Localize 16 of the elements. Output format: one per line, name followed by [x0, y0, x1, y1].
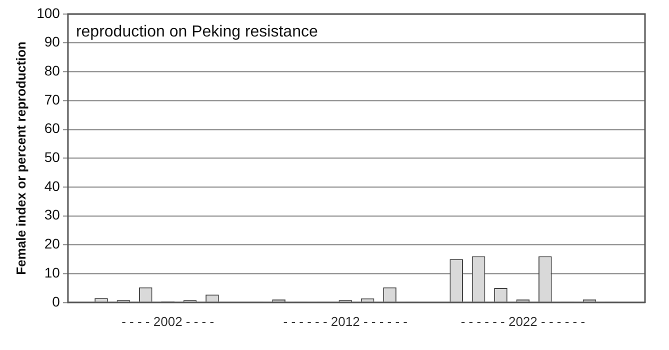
y-tick-label: 60: [44, 120, 60, 136]
y-tick-label: 70: [44, 91, 60, 108]
x-tick-label: - - - - - - 2012 - - - - - -: [283, 314, 408, 329]
y-tick-label: 30: [44, 206, 60, 223]
y-axis-title: Female index or percent reproduction: [13, 41, 28, 275]
y-tick-label: 80: [44, 62, 60, 79]
y-tick-label: 20: [44, 236, 60, 252]
x-tick-label: - - - - 2002 - - - -: [122, 314, 214, 329]
y-tick-label: 10: [44, 264, 60, 280]
y-tick-label: 90: [44, 34, 60, 50]
text: reproduction on Peking resistance: [76, 23, 318, 40]
y-tick-label: 0: [52, 293, 60, 310]
y-tick-label: 100: [36, 4, 60, 21]
x-tick-label: - - - - - - 2022 - - - - - -: [460, 314, 586, 329]
y-tick-label: 40: [44, 178, 60, 194]
y-tick-label: 50: [44, 149, 60, 166]
